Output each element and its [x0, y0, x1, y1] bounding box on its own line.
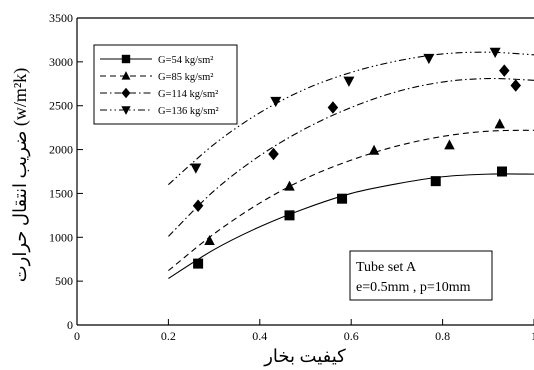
legend-marker-series-1	[121, 54, 131, 64]
data-point-series-4	[270, 96, 282, 108]
legend-entries: G=54 kg/sm² G=85 kg/sm² G=114 kg/sm² G=136 …	[100, 54, 219, 117]
annotation-box: Tube set A e=0.5mm , p=10mm	[349, 250, 493, 301]
data-point-series-4	[343, 76, 355, 87]
y-tick-label: 1500	[49, 186, 73, 200]
data-point-series-2	[284, 180, 295, 191]
legend-marker-series-3	[121, 87, 131, 99]
legend-label-series-1: G=54 kg/sm²	[158, 55, 213, 66]
annotation-line-1: Tube set A	[356, 260, 417, 275]
data-point-series-3	[499, 64, 510, 77]
fit-curves	[168, 51, 534, 279]
data-point-series-3	[192, 199, 204, 212]
data-point-series-4	[489, 47, 501, 58]
y-tick-label: 0	[67, 318, 73, 332]
data-markers	[190, 47, 521, 269]
data-point-series-2	[204, 235, 215, 246]
legend: G=54 kg/sm² G=85 kg/sm² G=114 kg/sm² G=136 …	[93, 44, 238, 125]
data-point-series-1	[337, 193, 348, 204]
x-tick-label: 0.6	[344, 329, 359, 343]
legend-marker-series-2	[121, 71, 131, 80]
x-tick-label: 0.2	[161, 329, 176, 343]
fit-curve-series-4	[168, 51, 534, 186]
data-point-series-2	[444, 139, 455, 150]
data-point-series-2	[368, 144, 380, 155]
data-point-series-1	[497, 166, 508, 177]
data-point-series-4	[423, 53, 435, 65]
y-tick-label: 2000	[49, 143, 73, 157]
legend-label-series-2: G=85 kg/sm²	[158, 72, 213, 83]
data-point-series-1	[193, 258, 204, 269]
legend-label-series-4: G=136 kg/sm²	[158, 106, 219, 117]
x-tick-label: 0	[74, 329, 80, 343]
x-tick-label: 0.8	[435, 329, 450, 343]
fit-curve-series-3	[168, 77, 534, 237]
legend-box	[93, 44, 238, 125]
data-point-series-3	[327, 101, 339, 114]
data-point-series-3	[268, 147, 279, 161]
x-axis-label: کیفیت بخار	[263, 346, 346, 367]
fit-curve-series-1	[168, 173, 534, 279]
data-point-series-4	[190, 163, 202, 174]
data-point-series-2	[494, 118, 505, 129]
ticks: 0 0.2 0.4 0.6 0.8 1 0 500 1000 1500 2000 2500 3000 35…	[49, 11, 534, 343]
y-axis-label: ضریب انتقال حرارت (w/m²k)	[10, 68, 31, 283]
y-tick-label: 3500	[49, 11, 73, 25]
x-tick-label: 0.4	[252, 329, 267, 343]
legend-label-series-3: G=114 kg/sm²	[158, 89, 218, 100]
y-tick-label: 2500	[49, 99, 73, 113]
annotation-frame	[349, 250, 493, 301]
y-tick-label: 500	[55, 274, 73, 288]
data-point-series-1	[430, 176, 441, 187]
fit-curve-series-2	[168, 129, 534, 272]
x-tick-label: 1	[531, 329, 534, 343]
y-tick-label: 3000	[49, 55, 73, 69]
data-point-series-3	[510, 79, 521, 92]
y-tick-label: 1000	[49, 230, 73, 244]
annotation-line-2: e=0.5mm , p=10mm	[356, 280, 471, 295]
legend-marker-series-4	[121, 106, 131, 115]
axes	[76, 17, 534, 326]
data-point-series-1	[284, 210, 295, 221]
